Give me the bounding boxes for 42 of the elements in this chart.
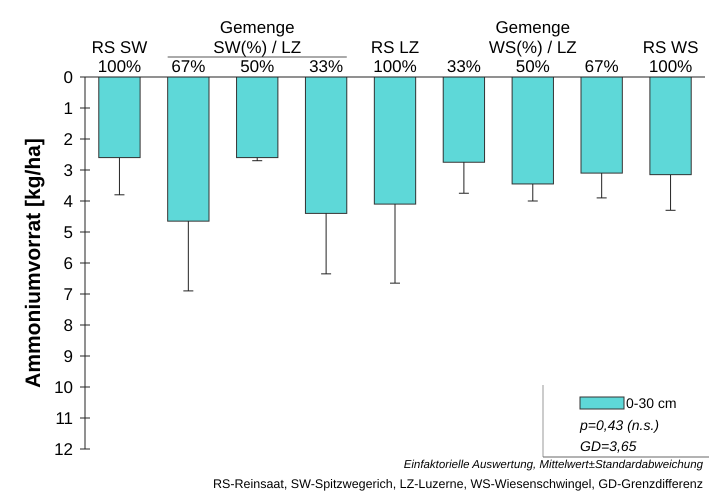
y-tick-label: 6	[64, 254, 73, 273]
y-tick-label: 2	[64, 130, 73, 149]
y-tick-label: 8	[64, 316, 73, 335]
x-tick-label: 67%	[171, 57, 206, 76]
bar	[442, 76, 486, 163]
x-tick-label: 50%	[516, 57, 550, 76]
y-tick-label: 0	[64, 68, 73, 87]
y-tick-label: 7	[64, 284, 73, 304]
text: RS SW	[92, 38, 148, 57]
text: RS WS	[642, 38, 698, 57]
x-tick-label: 50%	[240, 57, 274, 76]
y-tick-label: 11	[55, 408, 73, 428]
y-axis-title: Ammoniumvorrat [kg/ha]	[22, 138, 45, 388]
y-tick-label: 10	[54, 378, 73, 397]
x-tick-label: 100%	[98, 57, 142, 76]
bar	[236, 76, 278, 158]
y-tick-label: 1	[64, 98, 73, 118]
x-tick-label: 100%	[373, 57, 417, 76]
text: RS-Reinsaat, SW-Spitzwegerich, LZ-Luzerne, WS-Wiesenschwingel, GD-Grenzdifferenz	[213, 477, 703, 491]
y-tick-label: 5	[64, 222, 73, 242]
annotation: p=0,43 (n.s.)	[579, 417, 659, 433]
bar	[304, 76, 348, 214]
x-tick-label: 100%	[648, 57, 692, 76]
x-tick-label: 33%	[446, 57, 481, 76]
text: Gemenge WS(%) / LZ	[488, 18, 577, 57]
y-tick-label: 3	[64, 160, 73, 180]
bar	[649, 76, 692, 176]
y-tick-label: 9	[64, 346, 73, 366]
bar	[374, 76, 416, 205]
annotation: GD=3,65	[580, 438, 637, 454]
bar	[98, 76, 141, 158]
y-tick-label: 12	[54, 440, 73, 459]
text: Einfaktorielle Auswertung, Mittelwert±Standardabweichung	[404, 459, 704, 471]
bar	[512, 76, 554, 184]
bar	[580, 76, 623, 174]
y-tick-label: 4	[64, 192, 73, 211]
x-tick-label: 33%	[309, 57, 344, 76]
text: Gemenge SW(%) / LZ	[213, 18, 302, 57]
x-tick-label: 67%	[584, 57, 619, 76]
text: RS LZ	[370, 38, 420, 57]
legend-label: 0-30 cm	[626, 395, 677, 411]
bar	[167, 76, 210, 222]
